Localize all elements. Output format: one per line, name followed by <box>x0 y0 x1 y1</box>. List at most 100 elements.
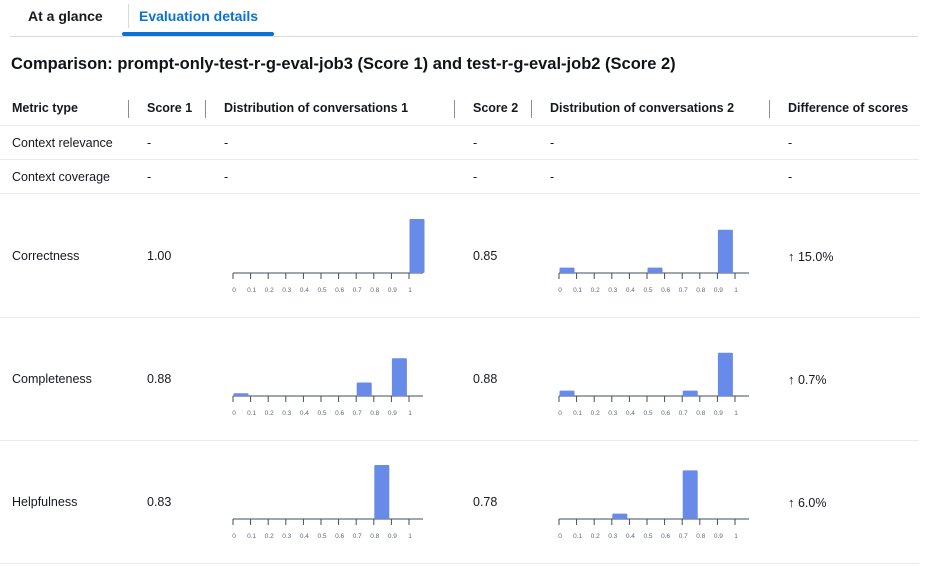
row-divider <box>0 563 919 564</box>
histogram-bar <box>374 465 390 519</box>
arrow-up-icon: ↑ <box>788 495 795 510</box>
histogram-bar <box>356 382 372 396</box>
distribution-2-value: - <box>550 170 555 184</box>
x-tick-label: 0 <box>558 287 562 294</box>
row-divider <box>0 440 919 441</box>
score-2-value: 0.85 <box>473 249 498 263</box>
histogram-bar <box>717 229 733 273</box>
score-1-value: 1.00 <box>147 249 172 263</box>
x-tick-label: 0.8 <box>696 287 705 294</box>
x-tick-label: 1 <box>408 287 412 294</box>
header-distribution-2[interactable]: Distribution of conversations 2 <box>550 101 735 115</box>
x-tick-label: 0 <box>232 533 236 540</box>
x-tick-label: 1 <box>734 410 738 417</box>
x-tick-label: 0.8 <box>370 410 379 417</box>
x-tick-label: 0.5 <box>643 410 652 417</box>
header-difference[interactable]: Difference of scores <box>788 101 909 115</box>
x-tick-label: 0.6 <box>661 410 670 417</box>
score-1-value: 0.88 <box>147 372 172 386</box>
arrow-up-icon: ↑ <box>788 249 795 264</box>
x-tick-label: 0.3 <box>282 287 291 294</box>
histogram-bar <box>233 393 249 396</box>
column-divider <box>454 100 455 118</box>
histogram-bar <box>409 219 425 273</box>
column-divider <box>531 100 532 118</box>
tab-divider <box>128 4 129 28</box>
x-tick-label: 0.7 <box>679 287 688 294</box>
column-divider <box>769 100 770 118</box>
row-divider <box>0 193 919 194</box>
x-tick-label: 0.6 <box>335 410 344 417</box>
header-score-2[interactable]: Score 2 <box>473 101 519 115</box>
x-tick-label: 0.7 <box>353 287 362 294</box>
x-tick-label: 0.3 <box>282 533 291 540</box>
x-tick-label: 0.4 <box>626 533 635 540</box>
x-tick-label: 0.9 <box>714 287 723 294</box>
x-tick-label: 0.7 <box>353 410 362 417</box>
metric-label: Completeness <box>12 372 92 386</box>
x-tick-label: 0.4 <box>626 410 635 417</box>
tab-bar: At a glance Evaluation details <box>10 0 918 37</box>
score-1-value: - <box>147 136 152 150</box>
metric-label: Context coverage <box>12 170 110 184</box>
difference-value: ↑ 6.0% <box>788 495 826 510</box>
distribution-chart: 0 0.1 0.2 0.3 0.4 0.5 0.6 0.7 0.8 0.9 1 <box>232 358 423 417</box>
header-metric-type[interactable]: Metric type <box>12 101 78 115</box>
x-tick-label: 0.1 <box>247 410 256 417</box>
x-tick-label: 0.3 <box>608 533 617 540</box>
score-2-value: - <box>473 170 478 184</box>
row-divider <box>0 317 919 318</box>
x-tick-label: 0.8 <box>696 533 705 540</box>
x-tick-label: 1 <box>408 533 412 540</box>
difference-value: ↑ 0.7% <box>788 372 826 387</box>
row-divider <box>0 159 919 160</box>
difference-value: ↑ 15.0% <box>788 249 833 264</box>
header-distribution-1[interactable]: Distribution of conversations 1 <box>224 101 409 115</box>
difference-value: - <box>788 170 793 184</box>
distribution-chart: 0 0.1 0.2 0.3 0.4 0.5 0.6 0.7 0.8 0.9 1 <box>232 219 425 294</box>
x-tick-label: 0.6 <box>335 287 344 294</box>
difference-text: 6.0% <box>797 496 827 510</box>
header-score-1[interactable]: Score 1 <box>147 101 193 115</box>
x-tick-label: 0.9 <box>714 533 723 540</box>
score-1-value: 0.83 <box>147 495 172 509</box>
distribution-chart: 0 0.1 0.2 0.3 0.4 0.5 0.6 0.7 0.8 0.9 1 <box>558 352 749 417</box>
metric-label: Context relevance <box>12 136 113 150</box>
histogram-bar <box>559 267 575 273</box>
tab-at-a-glance[interactable]: At a glance <box>28 8 103 24</box>
x-tick-label: 0.1 <box>573 410 582 417</box>
x-tick-label: 0.3 <box>282 410 291 417</box>
x-tick-label: 0.5 <box>317 410 326 417</box>
x-tick-label: 0.2 <box>591 287 600 294</box>
x-tick-label: 0.1 <box>247 287 256 294</box>
x-tick-label: 0.2 <box>265 533 274 540</box>
metric-label: Helpfulness <box>12 495 78 509</box>
histogram-bar <box>717 352 733 396</box>
distribution-chart: 0 0.1 0.2 0.3 0.4 0.5 0.6 0.7 0.8 0.9 1 <box>232 465 423 540</box>
histogram-bar <box>682 470 698 519</box>
x-tick-label: 0.5 <box>643 533 652 540</box>
histogram-bar <box>559 390 575 396</box>
distribution-chart: 0 0.1 0.2 0.3 0.4 0.5 0.6 0.7 0.8 0.9 1 <box>558 229 749 294</box>
x-tick-label: 0 <box>558 533 562 540</box>
x-tick-label: 0.1 <box>247 533 256 540</box>
tab-evaluation-details[interactable]: Evaluation details <box>121 0 275 36</box>
x-tick-label: 0.9 <box>388 533 397 540</box>
histogram-bar <box>612 513 628 519</box>
x-tick-label: 0.4 <box>300 410 309 417</box>
x-tick-label: 0 <box>232 287 236 294</box>
score-1-value: - <box>147 170 152 184</box>
x-tick-label: 0.6 <box>661 287 670 294</box>
x-tick-label: 0.2 <box>265 410 274 417</box>
x-tick-label: 0.1 <box>573 533 582 540</box>
column-divider <box>205 100 206 118</box>
x-tick-label: 0.3 <box>608 287 617 294</box>
score-2-value: 0.88 <box>473 372 498 386</box>
x-tick-label: 0.2 <box>591 533 600 540</box>
distribution-2-value: - <box>550 136 555 150</box>
x-tick-label: 0.4 <box>626 287 635 294</box>
x-tick-label: 0.7 <box>679 410 688 417</box>
x-tick-label: 0.2 <box>265 287 274 294</box>
difference-text: 15.0% <box>797 250 834 264</box>
x-tick-label: 0.4 <box>300 287 309 294</box>
